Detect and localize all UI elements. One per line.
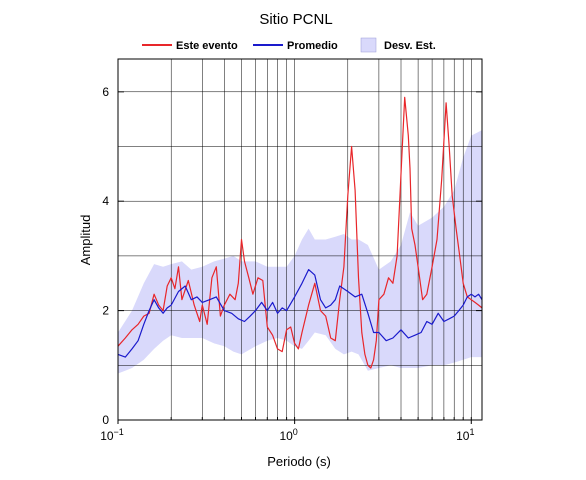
- series-line-promedio: [117, 269, 483, 358]
- x-tick-exponent: 0: [293, 427, 298, 437]
- plot-frame: [117, 58, 483, 421]
- series-line-este-evento: [117, 96, 483, 369]
- y-tick-label: 4: [102, 194, 109, 208]
- grid-layer: [118, 59, 482, 420]
- y-tick-label: 6: [102, 85, 109, 99]
- legend-label-desv-est: Desv. Est.: [384, 40, 436, 52]
- std-dev-band: [118, 130, 482, 374]
- legend-label-este-evento: Este evento: [176, 40, 238, 52]
- chart-title: Sitio PCNL: [259, 11, 332, 28]
- x-tick-label: 101: [456, 427, 474, 443]
- legend-swatch-desv-est: [360, 37, 377, 53]
- y-tick-label: 0: [102, 413, 109, 427]
- x-tick-exponent: 1: [469, 427, 474, 437]
- std-dev-band-layer: [118, 130, 482, 374]
- x-tick-label: 100: [279, 427, 297, 443]
- y-axis-label: Amplitud: [78, 215, 93, 266]
- chart-legend: Este evento Promedio Desv. Est.: [142, 37, 436, 53]
- legend-label-promedio: Promedio: [287, 40, 338, 52]
- y-tick-label: 2: [102, 304, 109, 318]
- x-tick-exponent: −1: [114, 427, 124, 437]
- x-axis-label: Periodo (s): [267, 454, 331, 469]
- x-tick-label: 10−1: [100, 427, 124, 443]
- series-layer: [117, 96, 483, 369]
